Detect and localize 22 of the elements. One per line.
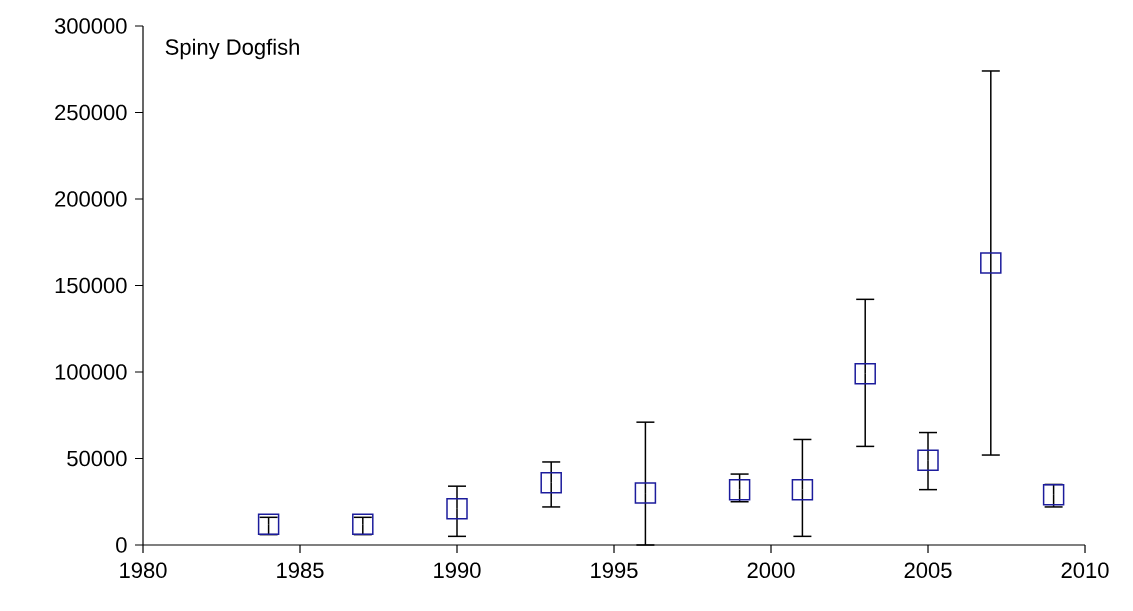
x-tick-label: 2005	[904, 562, 952, 579]
point	[634, 482, 657, 504]
y-tick-label: 100000	[55, 364, 127, 380]
y-tick-label: 300000	[54, 18, 127, 34]
x-tick-label: 1995	[591, 562, 638, 579]
point	[854, 362, 876, 385]
point	[980, 252, 1002, 274]
text: Spiny Dogfish	[165, 38, 299, 60]
point	[446, 497, 468, 520]
y-tick-label: 250000	[55, 104, 127, 121]
x-tick-label: 1980	[120, 562, 167, 579]
y-tick-label: 50000	[67, 450, 127, 467]
point	[791, 478, 814, 501]
y-tick-label: 200000	[55, 191, 127, 207]
x-tick-label: 1990	[434, 562, 481, 579]
x-tick-label: 2000	[747, 562, 795, 579]
y-tick-label: 150000	[55, 277, 127, 294]
y-tick-label: 0	[116, 537, 127, 553]
point	[540, 471, 562, 494]
x-tick-label: 2010	[1061, 562, 1109, 579]
point	[917, 449, 939, 471]
x-tick-label: 1985	[277, 562, 324, 579]
